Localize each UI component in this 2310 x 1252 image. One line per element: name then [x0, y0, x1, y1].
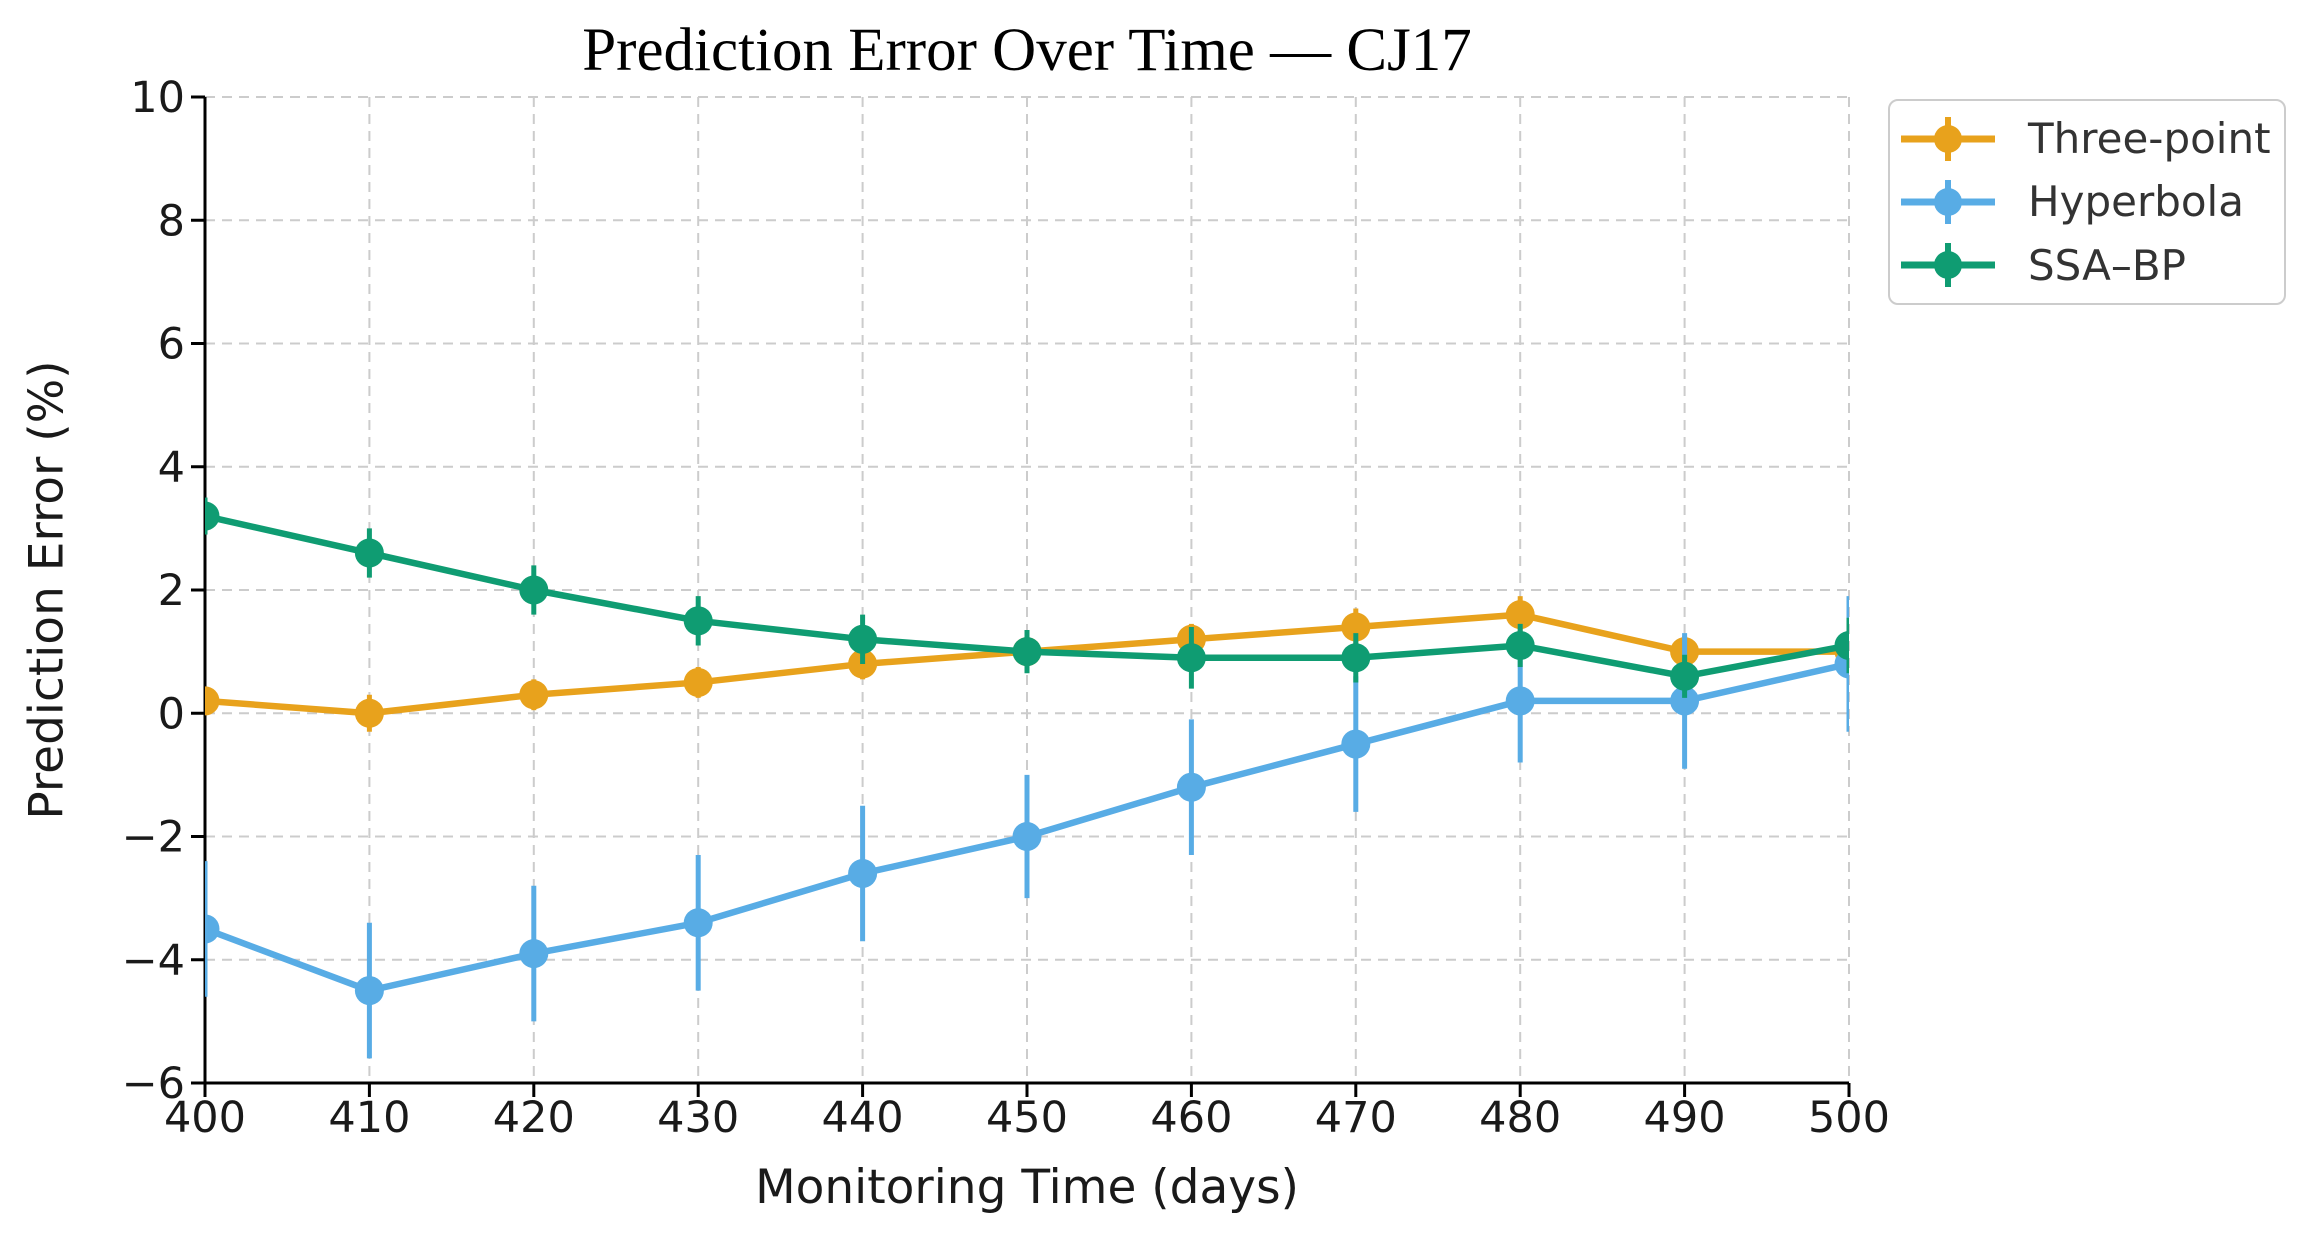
x-tick-label: 430 — [657, 1093, 739, 1143]
legend-label: SSA–BP — [2028, 240, 2186, 290]
axes-spines — [191, 95, 1851, 1097]
x-tick-label: 500 — [1808, 1093, 1890, 1143]
data-point — [354, 538, 384, 568]
series-hyperbola — [205, 596, 1849, 1059]
legend-item: Three-point — [1890, 108, 2284, 170]
data-point — [1341, 612, 1371, 642]
legend-label: Hyperbola — [2028, 177, 2244, 227]
data-point — [205, 686, 220, 716]
data-point — [848, 624, 878, 654]
y-tick-label: 10 — [130, 73, 185, 123]
y-axis-label: Prediction Error (%) — [19, 360, 75, 820]
x-tick-label: 410 — [328, 1093, 410, 1143]
legend-marker-icon — [1901, 243, 1995, 288]
y-tick-label: −2 — [122, 813, 185, 863]
y-tick-label: −6 — [122, 1059, 185, 1109]
x-tick-label: 440 — [822, 1093, 904, 1143]
data-point — [1670, 661, 1700, 691]
x-tick-label: 420 — [493, 1093, 575, 1143]
data-point — [1176, 643, 1206, 673]
x-tick-label: 400 — [164, 1093, 246, 1143]
data-point — [205, 914, 220, 944]
y-tick-label: 4 — [158, 443, 185, 493]
data-point — [683, 606, 713, 636]
y-tick-label: −4 — [122, 936, 185, 986]
data-point — [1505, 686, 1535, 716]
data-point — [1505, 600, 1535, 630]
legend: Three-point Hyperbola SSA–BP — [1888, 99, 2286, 305]
y-tick-label: 0 — [158, 689, 185, 739]
data-point — [848, 858, 878, 888]
data-point — [354, 976, 384, 1006]
data-point — [1176, 772, 1206, 802]
data-point — [519, 575, 549, 605]
data-point — [1505, 630, 1535, 660]
data-point — [1341, 643, 1371, 673]
data-point — [1341, 729, 1371, 759]
data-point — [519, 939, 549, 969]
x-tick-label: 450 — [986, 1093, 1068, 1143]
series-ssa-bp — [205, 497, 1849, 698]
chart-title: Prediction Error Over Time — CJ17 — [582, 17, 1472, 84]
legend-marker-icon — [1901, 179, 1995, 224]
data-point — [1670, 686, 1700, 716]
data-point — [683, 667, 713, 697]
tick-labels: 400 410 420 430 440 450 460 470 480 490 500−6−4−20… — [122, 73, 1890, 1143]
y-tick-label: 2 — [158, 566, 185, 616]
legend-item: Hyperbola — [1890, 171, 2284, 233]
data-point — [205, 501, 220, 531]
data-point — [519, 680, 549, 710]
x-axis-label: Monitoring Time (days) — [755, 1160, 1299, 1215]
legend-label: Three-point — [2028, 114, 2271, 164]
y-tick-label: 6 — [158, 320, 185, 370]
legend-item: SSA–BP — [1890, 234, 2284, 296]
grid — [204, 96, 1850, 1084]
y-tick-label: 8 — [158, 196, 185, 246]
x-tick-label: 460 — [1150, 1093, 1232, 1143]
data-point — [1012, 822, 1042, 851]
x-tick-label: 480 — [1479, 1093, 1561, 1143]
data-point — [354, 698, 384, 728]
legend-marker-icon — [1901, 116, 1995, 161]
data-point — [683, 908, 713, 938]
x-tick-label: 490 — [1644, 1093, 1726, 1143]
data-point — [1012, 637, 1042, 667]
data-point — [1834, 630, 1849, 660]
x-tick-label: 470 — [1315, 1093, 1397, 1143]
